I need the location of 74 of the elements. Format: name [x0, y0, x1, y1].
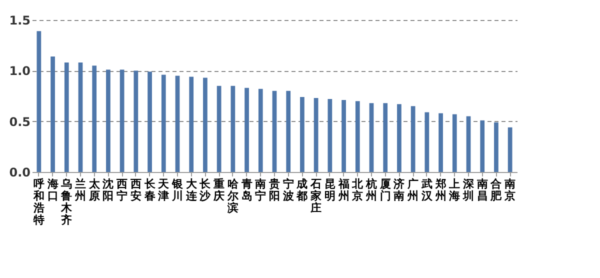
bar — [175, 76, 180, 172]
x-tick-label: 福州 — [337, 178, 350, 202]
x-tick-label: 深圳 — [462, 178, 475, 202]
x-tick-label: 哈尔滨 — [226, 178, 240, 214]
x-tick-label: 南京 — [504, 178, 516, 202]
x-tick-label: 海口 — [46, 178, 58, 202]
bar — [397, 104, 402, 172]
x-tick-label: 贵阳 — [268, 178, 280, 202]
bar — [120, 70, 124, 172]
x-tick-label: 沈阳 — [102, 178, 114, 202]
x-tick-label: 武汉 — [420, 178, 434, 202]
x-tick-label: 青岛 — [240, 178, 252, 202]
bar — [64, 62, 69, 172]
bar — [78, 62, 83, 172]
bar — [244, 88, 249, 172]
y-tick-label: 1.0 — [9, 64, 30, 78]
x-tick-label: 呼和浩特 — [32, 178, 44, 226]
bar — [203, 78, 208, 172]
x-tick-label: 长沙 — [198, 178, 212, 202]
x-tick-label: 济南 — [392, 178, 405, 202]
x-tick-label: 兰州 — [74, 178, 86, 202]
bar — [328, 99, 332, 172]
bar — [466, 116, 471, 172]
bar — [410, 106, 416, 172]
x-tick-label: 厦门 — [378, 178, 391, 202]
bar — [314, 98, 318, 172]
bar — [452, 114, 457, 172]
bar — [189, 76, 194, 172]
bar — [508, 127, 512, 172]
bar — [50, 56, 55, 172]
x-tick-label: 宁波 — [282, 178, 295, 202]
x-tick-label: 昆明 — [324, 178, 336, 202]
x-tick-label: 太原 — [88, 178, 101, 202]
bar — [148, 72, 152, 172]
y-tick-label: 1.5 — [9, 14, 30, 28]
y-tick-label: 0.5 — [9, 114, 30, 129]
bar — [134, 70, 138, 172]
bar — [36, 31, 42, 172]
x-tick-label: 南昌 — [476, 178, 488, 202]
bar — [300, 97, 304, 172]
x-tick-label: 北京 — [351, 178, 364, 202]
x-tick-label: 石家庄 — [310, 178, 322, 214]
bar — [424, 112, 430, 172]
y-tick-label: 0.0 — [9, 166, 30, 180]
bar — [438, 113, 443, 172]
x-tick-label: 银川 — [171, 178, 184, 202]
bar — [342, 100, 346, 172]
x-tick-label: 重庆 — [212, 178, 225, 202]
x-tick-label: 杭州 — [365, 178, 377, 202]
x-tick-label: 上海 — [448, 178, 460, 202]
bar — [230, 86, 236, 172]
x-tick-label: 乌鲁木齐 — [60, 178, 74, 226]
x-tick-label: 成都 — [296, 178, 308, 202]
bar — [92, 66, 97, 172]
bar — [494, 122, 498, 172]
bar — [286, 90, 291, 172]
bar — [161, 74, 166, 172]
x-tick-label: 郑州 — [434, 178, 446, 202]
bar — [216, 86, 222, 172]
x-tick-label: 西宁 — [116, 178, 128, 202]
bar — [258, 88, 263, 172]
x-tick-label: 西安 — [129, 178, 142, 202]
x-tick-label: 大连 — [184, 178, 198, 202]
bar — [480, 120, 485, 172]
bar — [106, 70, 110, 172]
x-tick-label: 广州 — [406, 178, 419, 202]
x-tick-label: 天津 — [157, 178, 170, 202]
x-tick-label: 长春 — [143, 178, 156, 202]
bar — [272, 90, 277, 172]
bar — [383, 103, 388, 172]
bar — [369, 103, 374, 172]
x-tick-label: 南宁 — [254, 178, 266, 202]
x-tick-label: 合肥 — [490, 178, 503, 202]
bar — [355, 101, 360, 172]
